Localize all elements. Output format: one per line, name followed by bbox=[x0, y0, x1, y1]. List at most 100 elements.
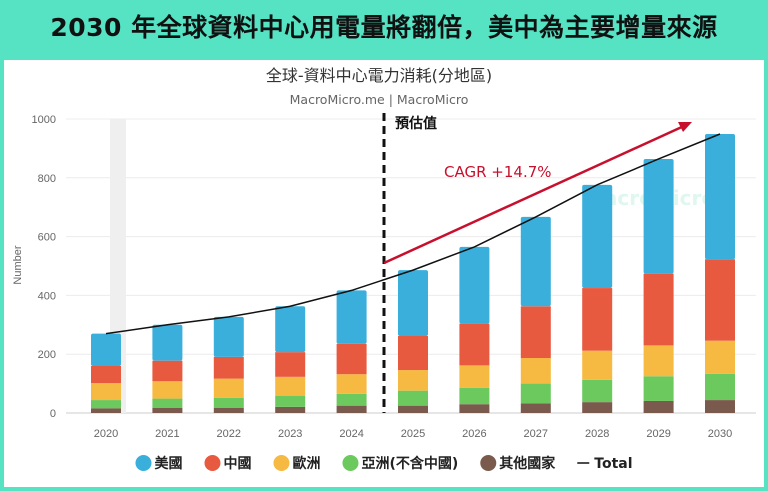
bar-segment-2029[interactable] bbox=[643, 376, 674, 401]
bar-segment-2020[interactable] bbox=[91, 400, 121, 409]
bar-segment-2023[interactable] bbox=[275, 352, 306, 377]
bar-segment-2028[interactable] bbox=[582, 350, 613, 380]
legend-label: 歐洲 bbox=[292, 455, 320, 472]
legend-marker bbox=[342, 455, 359, 471]
legend-label: 中國 bbox=[223, 455, 251, 472]
bar-segment-2026[interactable] bbox=[459, 365, 490, 388]
bar-segment-2029[interactable] bbox=[643, 400, 674, 413]
legend-marker bbox=[204, 455, 221, 471]
bar-segment-2027[interactable] bbox=[520, 306, 551, 359]
legend-label: 亞洲(不含中國) bbox=[361, 455, 458, 472]
bar-segment-2022[interactable] bbox=[213, 378, 244, 398]
bar-segment-2028[interactable] bbox=[582, 184, 613, 289]
bar-segment-2024[interactable] bbox=[336, 290, 367, 344]
bar-segment-2027[interactable] bbox=[520, 216, 551, 307]
bar-segment-2023[interactable] bbox=[275, 306, 306, 353]
x-tick-label: 2021 bbox=[155, 428, 179, 440]
bar-segment-2025[interactable] bbox=[398, 270, 428, 336]
bar-segment-2020[interactable] bbox=[91, 365, 121, 384]
x-tick-label: 2022 bbox=[217, 428, 241, 440]
legend-marker bbox=[480, 455, 497, 471]
bar-segment-2029[interactable] bbox=[643, 158, 674, 274]
bar-segment-2024[interactable] bbox=[336, 374, 367, 394]
bar-segment-2028[interactable] bbox=[582, 379, 613, 403]
y-tick-label: 400 bbox=[38, 290, 56, 302]
y-tick-label: 800 bbox=[38, 173, 56, 185]
x-tick-label: 2024 bbox=[339, 428, 363, 440]
bar-segment-2021[interactable] bbox=[152, 360, 183, 382]
legend-item[interactable]: Total bbox=[577, 456, 633, 472]
legend-marker bbox=[273, 455, 290, 471]
bar-segment-2030[interactable] bbox=[705, 400, 735, 413]
bar-segment-2025[interactable] bbox=[398, 405, 428, 413]
chart-panel: 全球-資料中心電力消耗(分地區) MacroMicro.me | MacroMi… bbox=[4, 60, 764, 487]
x-tick-label: 2020 bbox=[94, 428, 118, 440]
bar-segment-2030[interactable] bbox=[705, 340, 735, 374]
y-tick-label: 0 bbox=[50, 408, 56, 420]
bar-segment-2020[interactable] bbox=[91, 408, 121, 413]
bar-segment-2025[interactable] bbox=[398, 370, 428, 391]
x-tick-label: 2029 bbox=[646, 428, 670, 440]
bar-segment-2024[interactable] bbox=[336, 393, 367, 406]
x-tick-label: 2030 bbox=[708, 428, 732, 440]
bar-segment-2026[interactable] bbox=[459, 246, 490, 324]
bar-segment-2021[interactable] bbox=[152, 407, 183, 413]
bar-segment-2029[interactable] bbox=[643, 273, 674, 346]
bar-segment-2026[interactable] bbox=[459, 404, 490, 413]
legend-marker bbox=[135, 455, 152, 471]
bar-segment-2025[interactable] bbox=[398, 390, 428, 406]
x-tick-label: 2027 bbox=[524, 428, 548, 440]
cagr-arrow bbox=[383, 124, 685, 265]
bar-segment-2021[interactable] bbox=[152, 324, 183, 361]
legend-label: 其他國家 bbox=[499, 455, 556, 472]
x-tick-label: 2026 bbox=[462, 428, 486, 440]
bar-segment-2022[interactable] bbox=[213, 316, 244, 357]
bar-segment-2023[interactable] bbox=[275, 406, 306, 413]
forecast-label: 預估值 bbox=[395, 115, 437, 132]
bar-segment-2025[interactable] bbox=[398, 335, 428, 371]
bar-segment-2030[interactable] bbox=[705, 133, 735, 260]
bar-segment-2026[interactable] bbox=[459, 323, 490, 366]
x-tick-label: 2025 bbox=[401, 428, 425, 440]
bar-segment-2030[interactable] bbox=[705, 373, 735, 401]
bar-segment-2022[interactable] bbox=[213, 356, 244, 379]
bar-segment-2026[interactable] bbox=[459, 387, 490, 405]
bar-segment-2024[interactable] bbox=[336, 405, 367, 413]
bar-segment-2027[interactable] bbox=[520, 403, 551, 413]
bar-segment-2029[interactable] bbox=[643, 345, 674, 377]
bar-segment-2024[interactable] bbox=[336, 343, 367, 375]
bar-segment-2021[interactable] bbox=[152, 381, 183, 399]
legend-label: Total bbox=[594, 456, 632, 472]
total-line bbox=[105, 133, 721, 335]
chart-subtitle: MacroMicro.me | MacroMicro bbox=[290, 92, 469, 107]
legend-item[interactable]: 其他國家 bbox=[480, 455, 556, 472]
cagr-label: CAGR +14.7% bbox=[444, 163, 552, 181]
bar-segment-2028[interactable] bbox=[582, 288, 613, 351]
bar-segment-2021[interactable] bbox=[152, 398, 183, 408]
bar-segment-2022[interactable] bbox=[213, 407, 244, 413]
legend-item[interactable]: 中國 bbox=[204, 455, 251, 472]
y-tick-label: 1000 bbox=[32, 114, 56, 126]
bar-segment-2028[interactable] bbox=[582, 402, 613, 413]
y-tick-label: 600 bbox=[38, 232, 56, 244]
bar-segment-2022[interactable] bbox=[213, 397, 244, 408]
legend-item[interactable]: 美國 bbox=[135, 455, 182, 472]
cagr-arrowhead-icon bbox=[678, 122, 692, 132]
x-tick-label: 2023 bbox=[278, 428, 302, 440]
bar-segment-2020[interactable] bbox=[91, 333, 121, 366]
legend-label: 美國 bbox=[154, 455, 182, 472]
x-tick-label: 2028 bbox=[585, 428, 609, 440]
chart: 全球-資料中心電力消耗(分地區) MacroMicro.me | MacroMi… bbox=[12, 66, 756, 472]
bar-segment-2020[interactable] bbox=[91, 383, 121, 401]
bar-segment-2030[interactable] bbox=[705, 259, 735, 341]
bar-segment-2023[interactable] bbox=[275, 395, 306, 407]
y-tick-label: 200 bbox=[38, 349, 56, 361]
bar-segment-2023[interactable] bbox=[275, 376, 306, 396]
headline: 2030 年全球資料中心用電量將翻倍，美中為主要增量來源 bbox=[50, 13, 718, 42]
bar-segment-2027[interactable] bbox=[520, 358, 551, 384]
legend-item[interactable]: 歐洲 bbox=[273, 455, 320, 472]
bar-segment-2027[interactable] bbox=[520, 383, 551, 404]
y-axis-label: Number bbox=[12, 245, 24, 284]
chart-title: 全球-資料中心電力消耗(分地區) bbox=[266, 66, 492, 85]
legend-item[interactable]: 亞洲(不含中國) bbox=[342, 455, 458, 472]
